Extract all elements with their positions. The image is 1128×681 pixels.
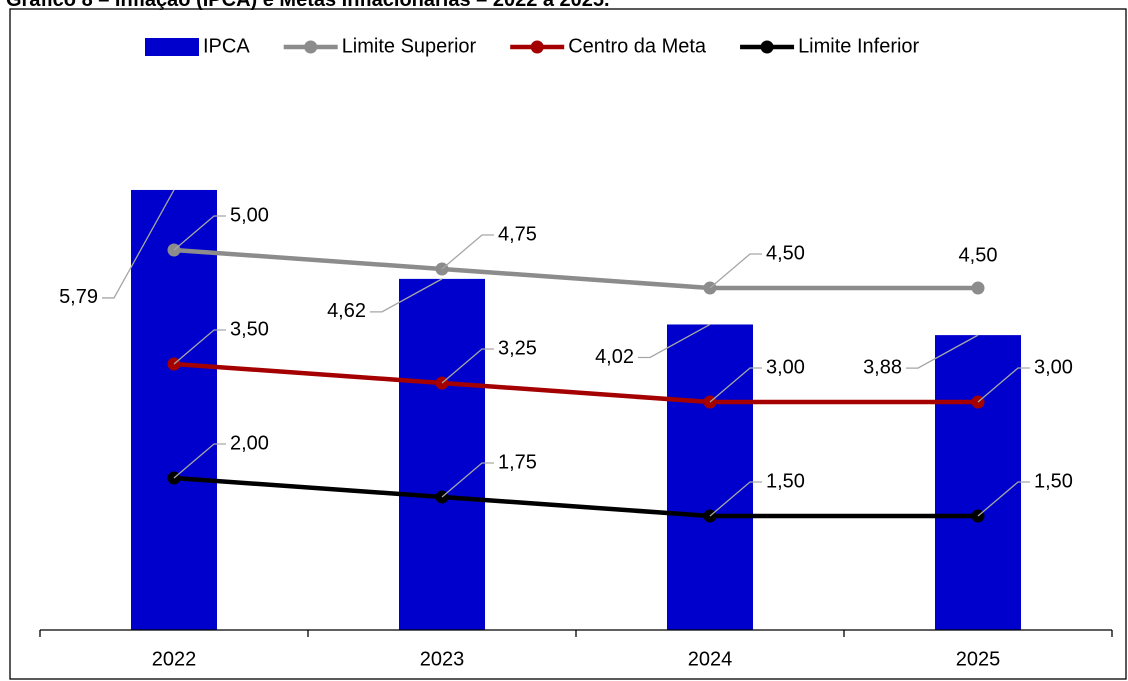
- bar-ipca-2025: [935, 335, 1021, 630]
- label-limite-superior-2022-leader: [173, 215, 226, 251]
- label-centro-da-meta-2025: 3,00: [1034, 356, 1073, 378]
- bar-ipca-2024: [667, 324, 753, 630]
- label-centro-da-meta-2024: 3,00: [766, 356, 805, 378]
- legend-item-ipca-swatch: [145, 38, 199, 56]
- label-limite-inferior-2023-leader: [441, 462, 494, 498]
- legend-item-limite-superior-swatch-marker: [304, 40, 318, 54]
- label-ipca-2022-leader: [102, 189, 175, 299]
- label-limite-inferior-2022: 2,00: [230, 432, 269, 454]
- legend-item-centro-da-meta: Centro da Meta: [510, 35, 707, 57]
- label-limite-superior-2024: 4,50: [766, 242, 805, 264]
- x-axis: 2022 2023 2024 2025: [39, 629, 1113, 670]
- x-tick-label-2024: 2024: [688, 648, 733, 670]
- label-ipca-2024: 4,02: [595, 346, 634, 368]
- label-centro-da-meta-2022: 3,50: [230, 318, 269, 340]
- label-limite-superior-2023-leader: [441, 234, 494, 270]
- point-limite-superior-2025: [971, 281, 985, 295]
- label-centro-da-meta-2023: 3,25: [498, 337, 537, 359]
- line-series: [167, 243, 985, 523]
- label-centro-da-meta-2024-leader: [709, 367, 762, 403]
- label-ipca-2025-leader: [906, 334, 979, 369]
- label-limite-superior-2023: 4,75: [498, 223, 537, 245]
- legend-item-centro-da-meta-swatch-marker: [530, 40, 544, 54]
- label-limite-inferior-2025: 1,50: [1034, 470, 1073, 492]
- label-ipca-2025: 3,88: [863, 356, 902, 378]
- x-tick-label-2022: 2022: [152, 648, 197, 670]
- label-centro-da-meta-2025-leader: [977, 367, 1030, 403]
- label-centro-da-meta-2023-leader: [441, 348, 494, 384]
- label-limite-inferior-2022-leader: [173, 443, 226, 479]
- label-limite-superior-2022: 5,00: [230, 204, 269, 226]
- legend-item-limite-superior-label: Limite Superior: [342, 35, 477, 57]
- bar-series: [131, 189, 1021, 630]
- legend-item-limite-inferior-label: Limite Inferior: [798, 35, 919, 57]
- label-limite-inferior-2024: 1,50: [766, 470, 805, 492]
- label-ipca-2023: 4,62: [327, 300, 366, 322]
- label-ipca-2022: 5,79: [59, 286, 98, 308]
- bar-ipca-2023: [399, 278, 485, 630]
- x-tick-label-2023: 2023: [420, 648, 465, 670]
- chart-border: [9, 8, 1127, 680]
- legend-item-ipca: IPCA: [145, 35, 250, 57]
- legend-item-limite-inferior-swatch-marker: [760, 40, 774, 54]
- x-tick-label-2025: 2025: [956, 648, 1001, 670]
- legend-item-ipca-label: IPCA: [203, 35, 250, 57]
- line-limite-superior: [173, 247, 978, 291]
- chart-title: Gráfico 8 – Inflação (IPCA) e Metas Infl…: [6, 0, 610, 11]
- legend: IPCA Limite Superior Centro da Meta Limite …: [145, 35, 920, 57]
- line-limite-inferior: [173, 475, 978, 519]
- legend-item-limite-superior: Limite Superior: [283, 35, 477, 57]
- label-limite-inferior-2025-leader: [977, 481, 1030, 517]
- label-limite-inferior-2023: 1,75: [498, 451, 537, 473]
- label-limite-superior-2024-leader: [709, 253, 762, 289]
- legend-item-limite-inferior: Limite Inferior: [740, 35, 920, 57]
- bar-ipca-2022: [131, 189, 217, 630]
- label-limite-superior-2025: 4,50: [959, 244, 998, 266]
- data-labels: 5,79 4,62 4,02 3,88 5,00 4,75 4,50 4,50 3,50 3,25…: [59, 189, 1073, 517]
- label-ipca-2023-leader: [370, 278, 443, 313]
- label-centro-da-meta-2022-leader: [173, 329, 226, 365]
- legend-item-centro-da-meta-label: Centro da Meta: [568, 35, 707, 57]
- line-centro-da-meta: [173, 361, 978, 405]
- label-limite-inferior-2024-leader: [709, 481, 762, 517]
- label-ipca-2024-leader: [638, 323, 711, 359]
